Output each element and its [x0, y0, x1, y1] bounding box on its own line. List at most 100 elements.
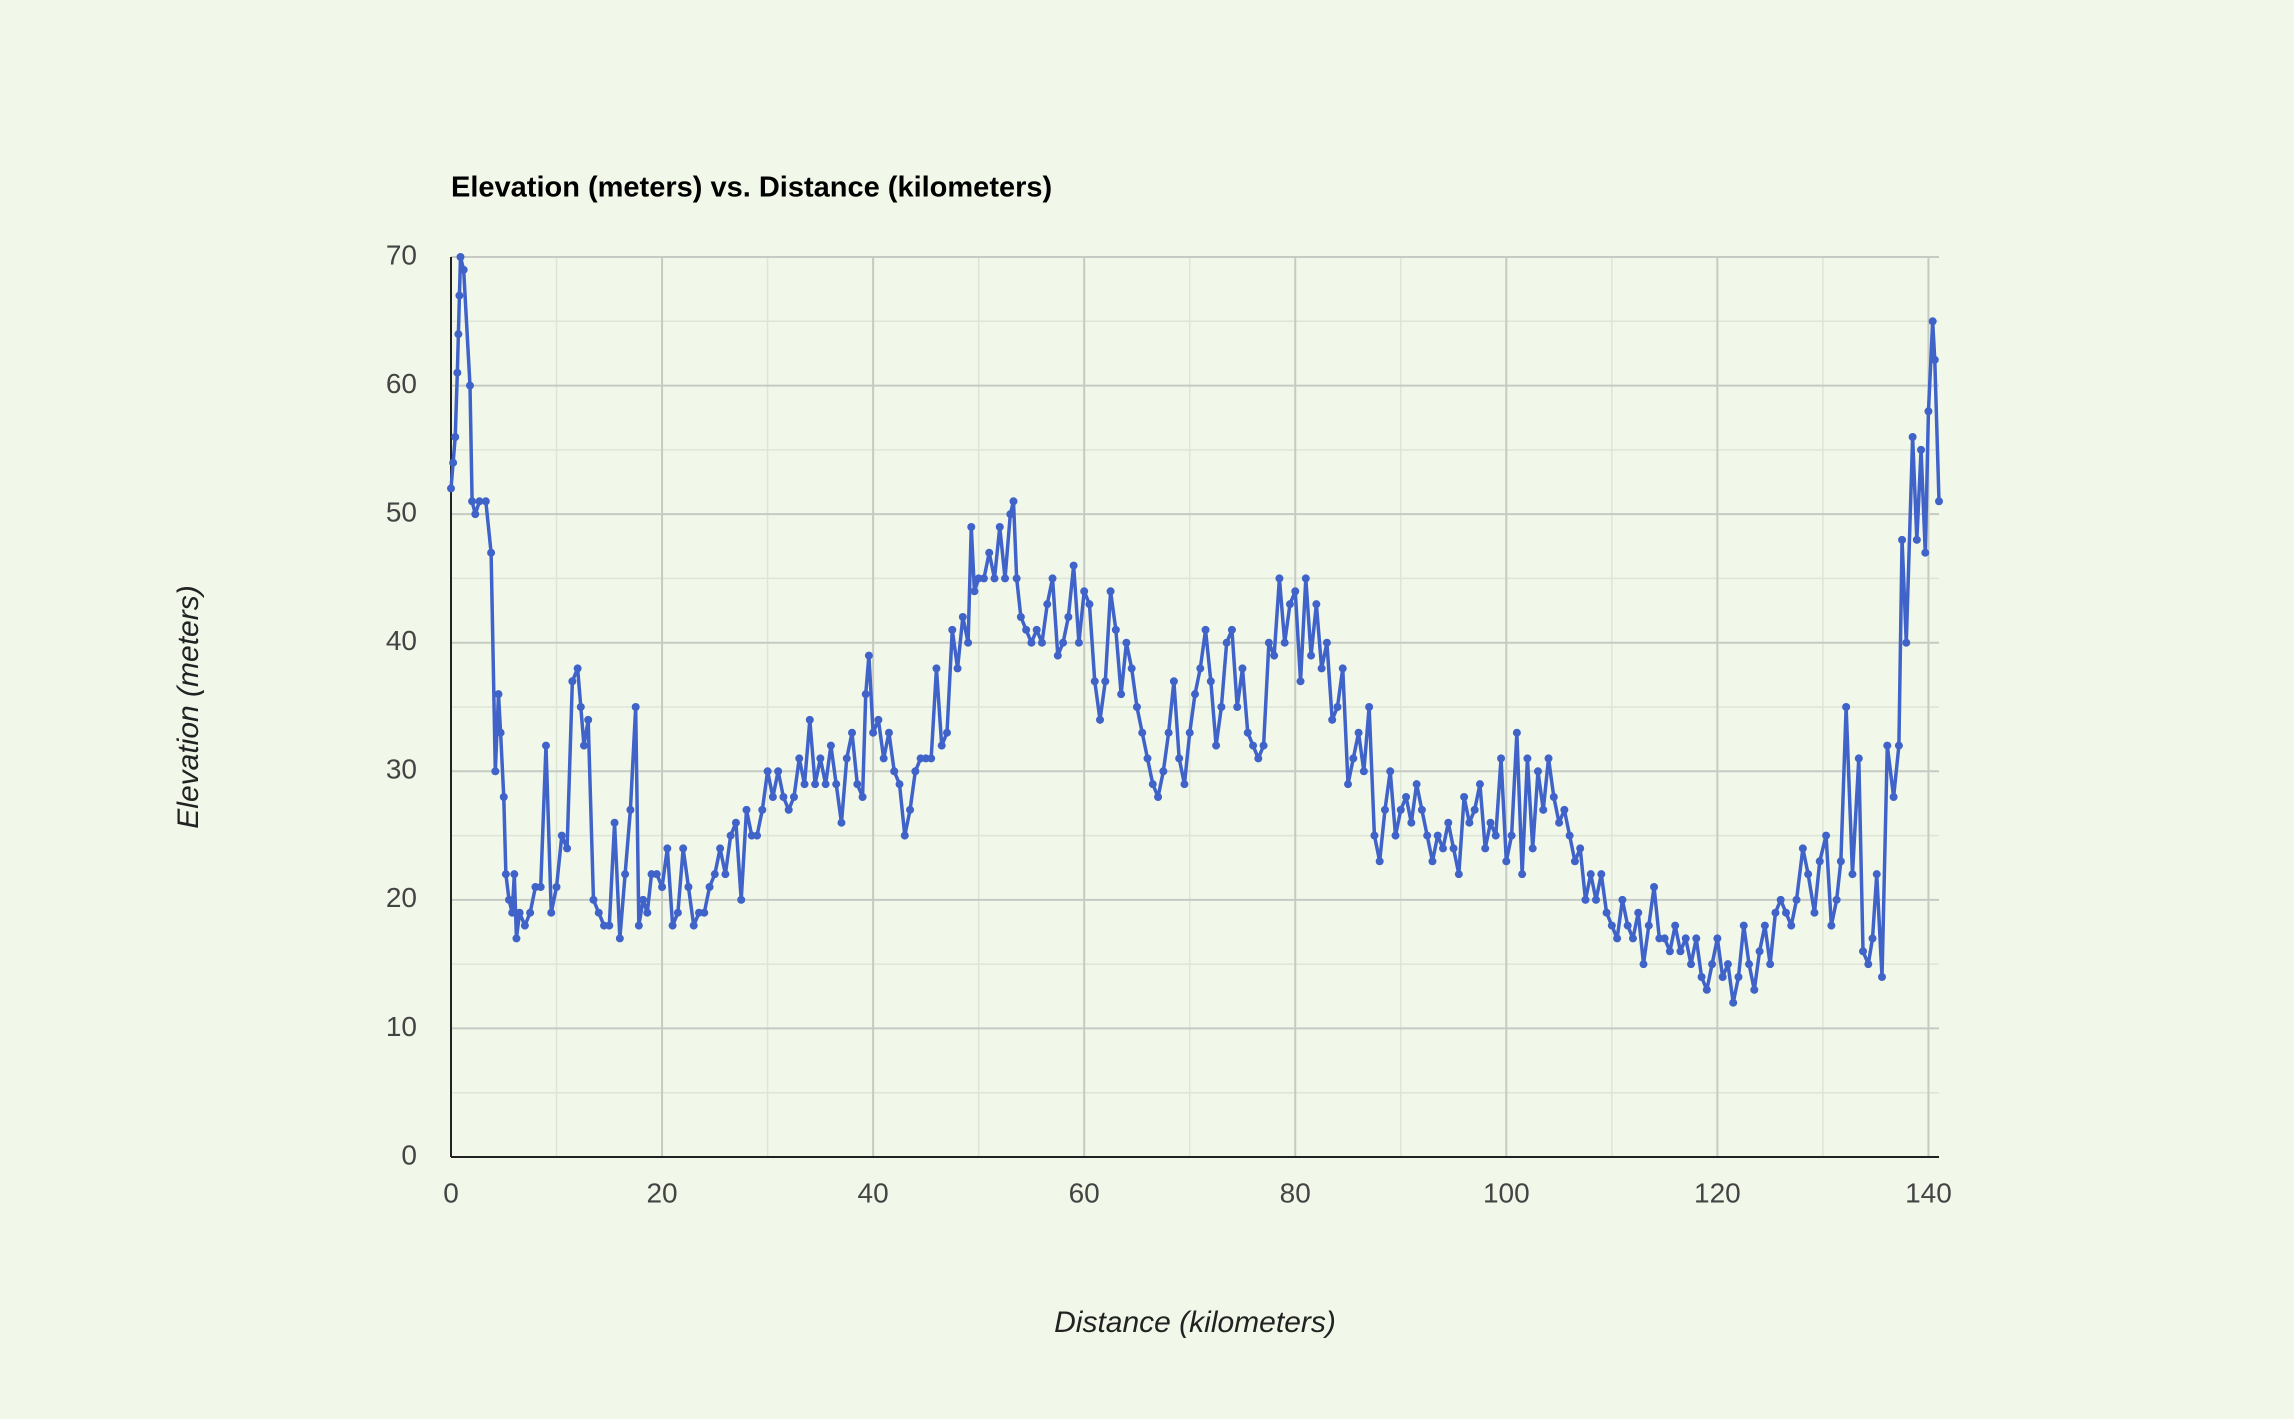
data-point [1644, 921, 1653, 930]
data-point [1623, 921, 1632, 930]
data-point [447, 484, 455, 493]
data-point [1185, 728, 1194, 737]
data-point [995, 523, 1004, 531]
data-point [1822, 831, 1831, 840]
data-point [1370, 831, 1379, 840]
data-point [1175, 754, 1184, 763]
data-point [1507, 831, 1516, 840]
data-point [1380, 805, 1389, 814]
data-point [1836, 857, 1845, 866]
data-point [1391, 831, 1400, 840]
data-point [927, 754, 936, 763]
data-point [631, 703, 640, 711]
data-point [634, 921, 643, 930]
data-point [911, 767, 920, 776]
data-point [1307, 651, 1316, 660]
y-tick-label: 20 [386, 882, 417, 913]
data-point [673, 908, 682, 917]
data-point [895, 780, 904, 789]
data-point [1539, 805, 1548, 814]
data-point [879, 754, 888, 763]
data-point [1491, 831, 1500, 840]
data-point [753, 831, 762, 840]
data-point [1908, 433, 1917, 441]
data-point [1634, 908, 1643, 917]
x-axis-title: Distance (kilometers) [1054, 1306, 1336, 1339]
data-point [1027, 638, 1036, 647]
data-point [468, 497, 477, 506]
data-point [1718, 973, 1727, 981]
data-point [1702, 985, 1711, 994]
data-point [811, 780, 820, 789]
data-point [1423, 831, 1432, 840]
data-point [1412, 780, 1421, 789]
y-tick-label: 40 [386, 625, 417, 656]
data-point [1560, 805, 1569, 814]
data-point [805, 715, 814, 724]
data-point [742, 805, 751, 814]
data-point [541, 741, 550, 750]
data-point [605, 921, 614, 930]
x-tick-label: 140 [1905, 1177, 1952, 1208]
data-point [568, 677, 577, 686]
data-point [1512, 728, 1521, 737]
data-point [721, 870, 730, 879]
data-point [1254, 754, 1263, 763]
data-point [943, 728, 951, 737]
data-point [547, 908, 556, 917]
x-tick-label: 100 [1483, 1177, 1530, 1208]
data-point [1787, 921, 1796, 930]
data-point [1312, 600, 1321, 609]
data-point [1106, 587, 1115, 596]
data-point [763, 767, 772, 776]
data-point [1576, 844, 1585, 853]
data-point [1217, 703, 1226, 711]
data-point [1022, 625, 1031, 634]
data-point [1470, 805, 1479, 814]
data-point [1322, 638, 1331, 647]
y-axis-title: Elevation (meters) [172, 585, 205, 828]
data-point [1912, 535, 1921, 544]
data-point [1815, 857, 1824, 866]
data-point [1396, 805, 1405, 814]
data-point [758, 805, 767, 814]
data-point [1354, 728, 1363, 737]
data-point [1333, 703, 1342, 711]
data-point [1285, 600, 1294, 609]
x-tick-label: 60 [1069, 1177, 1100, 1208]
data-point [1386, 767, 1395, 776]
data-point [1138, 728, 1147, 737]
data-point [1697, 973, 1706, 981]
data-point [1792, 895, 1801, 904]
data-point [1921, 548, 1930, 557]
data-point [1854, 754, 1863, 763]
data-point [1832, 895, 1841, 904]
data-point [684, 883, 693, 891]
data-point [1180, 780, 1189, 789]
data-point [1222, 638, 1231, 647]
data-point [1533, 767, 1542, 776]
data-point [1291, 587, 1300, 596]
data-point [1009, 497, 1018, 506]
data-point [890, 767, 899, 776]
data-point [459, 265, 468, 274]
data-point [1739, 921, 1748, 930]
data-point [1243, 728, 1252, 737]
data-point [1206, 677, 1215, 686]
data-point [505, 895, 514, 904]
data-point [520, 921, 529, 930]
data-point [1059, 638, 1068, 647]
data-point [1317, 664, 1326, 673]
data-point [784, 805, 793, 814]
data-point [1148, 780, 1157, 789]
data-point [1618, 895, 1627, 904]
data-point [1713, 934, 1722, 943]
data-point [731, 818, 740, 827]
data-point [1053, 651, 1062, 660]
data-point [932, 664, 941, 673]
data-point [1212, 741, 1221, 750]
data-point [1607, 921, 1616, 930]
data-point [1417, 805, 1426, 814]
data-point [1894, 741, 1903, 750]
